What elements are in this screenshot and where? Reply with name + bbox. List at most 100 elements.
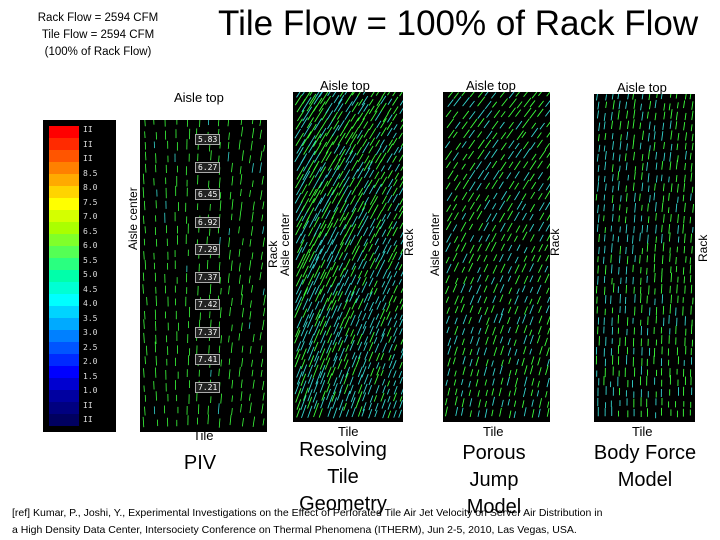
flow-vector [515, 92, 521, 97]
flow-vector [343, 185, 349, 195]
flow-vector [368, 123, 374, 131]
flow-vector [668, 176, 670, 183]
flow-vector [531, 254, 536, 262]
flow-vector [308, 309, 314, 319]
flow-vector [400, 175, 403, 181]
flow-vector [685, 132, 688, 141]
flow-vector [499, 325, 504, 334]
resolving-vectors [294, 92, 403, 419]
flow-vector [344, 110, 351, 120]
flow-vector [308, 251, 315, 263]
color-scale-tick: 2.5 [83, 342, 98, 352]
color-scale-tick: 5.5 [83, 255, 98, 265]
flow-vector [326, 300, 333, 311]
flow-vector [662, 122, 665, 130]
flow-vector [386, 185, 393, 195]
flow-vector [597, 101, 600, 110]
flow-vector [375, 385, 380, 394]
flow-vector [392, 280, 396, 286]
flow-vector [326, 366, 332, 378]
flow-vector [604, 227, 606, 234]
flow-vector [597, 265, 599, 274]
flow-vector [331, 261, 336, 271]
flow-vector [337, 359, 343, 370]
flow-vector [339, 384, 344, 394]
flow-vector [445, 285, 450, 294]
flow-vector [308, 159, 315, 171]
flow-vector [358, 207, 366, 219]
flow-vector [386, 127, 393, 137]
flow-vector [337, 157, 346, 171]
flow-vector [515, 275, 520, 285]
flow-vector [382, 410, 386, 419]
flow-vector [386, 143, 394, 153]
flow-vector [351, 245, 357, 255]
flow-vector [499, 200, 506, 211]
flow-vector [375, 328, 380, 336]
flow-vector [514, 295, 519, 305]
flow-vector [476, 347, 480, 355]
flow-vector [386, 153, 393, 163]
flow-vector [493, 283, 498, 293]
flow-vector [500, 263, 506, 274]
flow-vector [597, 204, 599, 214]
flow-vector [603, 121, 606, 130]
flow-vector [261, 262, 263, 270]
flow-vector [604, 133, 607, 140]
flow-vector [498, 171, 504, 179]
flow-vector [344, 212, 350, 221]
flow-vector [320, 372, 326, 385]
flow-vector [626, 110, 629, 119]
flow-vector [319, 340, 326, 354]
flow-vector [627, 174, 629, 181]
flow-vector [447, 92, 454, 98]
flow-vector [546, 162, 550, 169]
flow-vector [461, 378, 464, 385]
flow-vector [358, 351, 362, 359]
flow-vector [313, 92, 323, 105]
flow-vector [689, 216, 692, 224]
flow-vector [374, 110, 382, 121]
flow-vector [295, 388, 302, 403]
flow-vector [296, 166, 305, 180]
flow-vector [531, 409, 535, 418]
flow-vector [231, 408, 233, 416]
flow-vector [332, 356, 338, 368]
flow-vector [499, 212, 506, 223]
flow-vector [639, 255, 641, 264]
flow-vector [453, 379, 457, 386]
flow-vector [483, 296, 488, 304]
reference-citation: [ref] Kumar, P., Joshi, Y., Experimental… [12, 505, 712, 539]
flow-vector [327, 333, 333, 344]
flow-vector [300, 373, 307, 387]
flow-vector [500, 234, 506, 242]
flow-vector [454, 388, 458, 396]
flow-vector [320, 269, 326, 280]
flow-vector [626, 131, 629, 140]
flow-vector [536, 335, 541, 344]
flow-vector [325, 222, 333, 237]
flow-vector [653, 125, 656, 132]
flow-vector [492, 139, 499, 149]
flow-vector [546, 214, 550, 221]
flow-vector [394, 313, 398, 320]
flow-vector [546, 347, 550, 357]
flow-vector [300, 234, 306, 244]
flow-vector [515, 225, 521, 233]
flow-vector [484, 400, 487, 408]
flow-vector [326, 189, 335, 203]
flow-vector [369, 218, 376, 228]
color-scale-tick: 6.5 [83, 226, 98, 236]
flow-vector [382, 268, 388, 279]
flow-vector [460, 296, 464, 304]
flow-vector [300, 380, 307, 394]
flow-vector [314, 355, 320, 368]
flow-vector [514, 264, 520, 274]
color-scale-swatch [49, 186, 79, 198]
flow-vector [619, 294, 621, 304]
flow-vector [393, 344, 398, 351]
flow-vector [295, 246, 303, 261]
flow-vector [358, 259, 364, 270]
flow-vector [393, 336, 397, 343]
flow-vector [490, 241, 497, 252]
